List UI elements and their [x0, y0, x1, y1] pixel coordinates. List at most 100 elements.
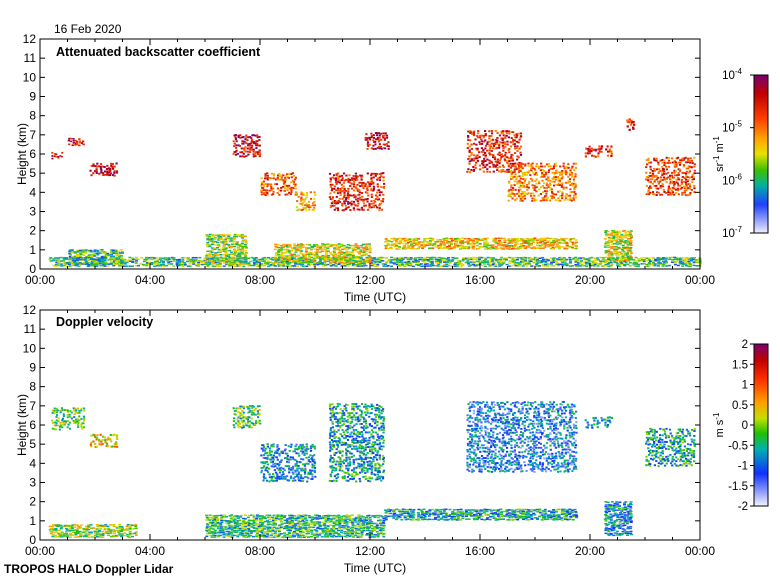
- data-cell: [236, 524, 240, 526]
- data-cell: [538, 260, 542, 262]
- data-cell: [243, 243, 247, 246]
- data-cell: [301, 519, 305, 522]
- data-cell: [217, 260, 220, 262]
- data-cell: [285, 259, 289, 261]
- data-cell: [693, 187, 696, 190]
- data-cell: [71, 534, 75, 536]
- data-cell: [352, 200, 356, 203]
- data-cell: [232, 520, 236, 523]
- y-tick-label: 1: [29, 243, 36, 257]
- data-cell: [523, 197, 527, 200]
- data-cell: [214, 252, 218, 254]
- data-cell: [672, 181, 675, 183]
- data-cell: [521, 265, 525, 267]
- data-cell: [113, 165, 116, 168]
- data-cell: [553, 171, 556, 174]
- data-cell: [389, 260, 393, 263]
- data-cell: [477, 247, 481, 250]
- data-cell: [426, 237, 430, 240]
- data-cell: [54, 534, 58, 537]
- data-cell: [294, 183, 297, 186]
- data-cell: [439, 260, 443, 262]
- data-cell: [615, 260, 619, 263]
- data-cell: [607, 258, 610, 260]
- data-cell: [225, 243, 229, 246]
- data-cell: [681, 159, 684, 162]
- data-cell: [559, 260, 563, 262]
- data-cell: [216, 519, 220, 521]
- data-cell: [647, 262, 651, 264]
- data-cell: [456, 239, 460, 241]
- data-cell: [280, 246, 284, 249]
- data-cell: [619, 256, 622, 258]
- data-cell: [233, 265, 237, 267]
- data-cell: [362, 248, 366, 250]
- data-cell: [543, 182, 546, 185]
- data-cell: [233, 151, 236, 153]
- data-cell: [305, 209, 308, 212]
- data-cell: [513, 245, 517, 248]
- data-cell: [332, 527, 336, 530]
- data-cell: [499, 258, 503, 261]
- data-cell: [524, 163, 527, 166]
- data-cell: [498, 154, 501, 156]
- data-cell: [633, 123, 636, 126]
- data-cell: [573, 188, 576, 191]
- boundary-layer-feature: [205, 514, 386, 539]
- data-cell: [356, 200, 359, 203]
- data-cell: [509, 175, 513, 178]
- data-cell: [513, 239, 517, 241]
- data-cell: [376, 262, 380, 264]
- data-cell: [71, 262, 75, 265]
- data-cell: [331, 254, 335, 257]
- data-cell: [482, 151, 485, 153]
- data-cell: [433, 244, 437, 246]
- data-cell: [227, 534, 231, 536]
- data-cell: [513, 195, 516, 197]
- data-cell: [313, 262, 317, 264]
- data-cell: [247, 143, 250, 146]
- data-cell: [462, 257, 465, 259]
- data-cell: [372, 172, 375, 175]
- data-cell: [364, 185, 367, 187]
- data-cell: [518, 265, 522, 267]
- data-cell: [376, 260, 380, 262]
- data-cell: [95, 252, 99, 255]
- data-cell: [299, 514, 303, 517]
- data-cell: [511, 257, 515, 259]
- data-cell: [519, 154, 523, 156]
- data-cell: [554, 246, 558, 248]
- data-cell: [575, 196, 578, 199]
- data-cell: [381, 260, 385, 262]
- data-cell: [533, 197, 536, 200]
- data-cell: [337, 263, 341, 265]
- data-cell: [333, 187, 336, 190]
- data-cell: [329, 251, 332, 254]
- data-cell: [211, 234, 215, 236]
- data-cell: [526, 183, 529, 186]
- data-cell: [228, 245, 232, 247]
- data-cell: [233, 515, 237, 517]
- data-cell: [597, 152, 600, 155]
- data-cell: [466, 260, 470, 262]
- data-cell: [423, 262, 427, 264]
- data-cell: [502, 134, 505, 137]
- data-cell: [206, 250, 210, 253]
- data-cell: [626, 240, 630, 242]
- data-cell: [313, 204, 316, 207]
- data-cell: [607, 254, 611, 256]
- data-cell: [530, 167, 533, 170]
- data-cell: [682, 165, 685, 168]
- data-cell: [348, 521, 352, 523]
- data-cell: [119, 260, 123, 262]
- data-cell: [238, 252, 242, 254]
- data-cell: [674, 188, 677, 191]
- data-cell: [544, 258, 548, 261]
- data-cell: [662, 263, 666, 266]
- data-cell: [614, 246, 618, 248]
- data-cell: [695, 260, 699, 262]
- data-cell: [414, 259, 418, 261]
- data-cell: [313, 518, 317, 520]
- data-cell: [48, 529, 52, 531]
- data-cell: [692, 178, 695, 180]
